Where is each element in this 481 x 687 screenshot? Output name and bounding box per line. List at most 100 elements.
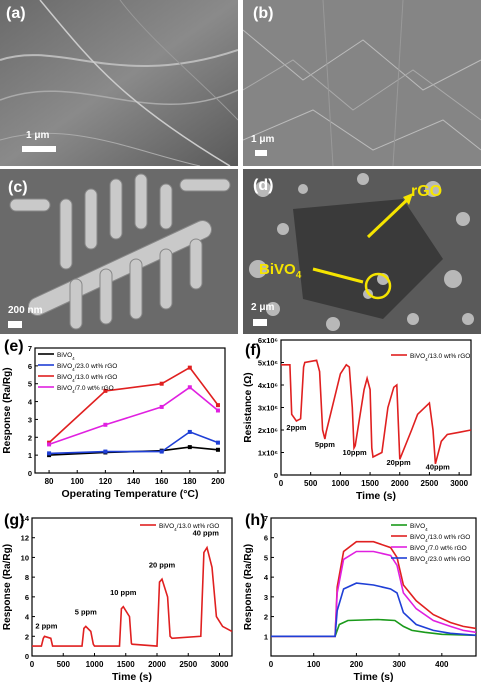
peak-annotation: 5 ppm bbox=[75, 608, 97, 617]
legend-entry: BiVO4/13.0 wt% rGO bbox=[159, 523, 219, 532]
panel-label: (e) bbox=[4, 338, 24, 355]
series-line bbox=[32, 545, 233, 647]
y-axis-label: Response (Ra/Rg) bbox=[2, 544, 13, 630]
x-tick-label: 180 bbox=[183, 477, 197, 486]
y-tick-label: 4 bbox=[28, 398, 33, 407]
arrow-rgo bbox=[366, 197, 410, 239]
scale-bar-label: 200 nm bbox=[8, 305, 43, 316]
y-tick-label: 3x10⁶ bbox=[258, 404, 278, 413]
sem-panel-a: (a) 1 μm bbox=[0, 0, 238, 166]
x-axis-label: Time (s) bbox=[356, 490, 396, 502]
y-tick-label: 5 bbox=[264, 553, 268, 562]
x-tick-label: 2500 bbox=[179, 660, 197, 669]
panel-label: (b) bbox=[253, 5, 274, 22]
y-axis-label: Response (Ra/Rg) bbox=[243, 544, 254, 630]
legend-entry: BiVO4/13.0 wt% rGO bbox=[57, 374, 117, 383]
data-point bbox=[187, 385, 192, 390]
data-point bbox=[187, 429, 192, 434]
legend-entry: BiVO4/7.0 wt% rGO bbox=[57, 385, 114, 394]
panel-label: (c) bbox=[8, 179, 28, 196]
plot-frame bbox=[34, 347, 226, 474]
x-tick-label: 160 bbox=[155, 477, 169, 486]
annotation-rgo: rGO bbox=[411, 183, 443, 200]
legend-entry: BiVO4 bbox=[57, 352, 75, 361]
x-tick-label: 0 bbox=[279, 479, 284, 488]
legend-entry: BiVO4/13.0 wt% rGO bbox=[410, 353, 470, 362]
x-tick-label: 0 bbox=[269, 660, 274, 669]
chart-panel-g: (g) 0 500 1000 1500 2000 2500 3000 0 2 4 6 8 10 12 14 T… bbox=[0, 510, 240, 687]
y-tick-label: 14 bbox=[21, 514, 30, 523]
y-tick-label: 7 bbox=[264, 514, 268, 523]
arrow-bivo4 bbox=[312, 267, 364, 284]
scale-bar-label: 2 μm bbox=[251, 302, 275, 313]
series-line bbox=[271, 618, 477, 638]
data-point bbox=[103, 388, 108, 393]
series-line bbox=[48, 386, 219, 446]
series-line bbox=[271, 550, 477, 638]
scale-bar bbox=[8, 321, 22, 328]
peak-annotation: 40ppm bbox=[426, 462, 451, 471]
sem-image-c bbox=[0, 169, 238, 334]
x-tick-label: 1500 bbox=[117, 660, 135, 669]
y-tick-label: 1 bbox=[28, 451, 32, 460]
peak-annotation: 20 ppm bbox=[149, 560, 176, 569]
panel-label: (g) bbox=[4, 512, 25, 529]
y-tick-label: 10 bbox=[21, 553, 29, 562]
y-tick-label: 7 bbox=[28, 344, 32, 353]
peak-annotation: 10 ppm bbox=[110, 588, 137, 597]
data-point bbox=[47, 451, 52, 456]
x-tick-label: 200 bbox=[350, 660, 364, 669]
x-tick-label: 1000 bbox=[86, 660, 104, 669]
peak-annotation: 40 ppm bbox=[193, 529, 220, 538]
y-tick-label: 3 bbox=[264, 593, 268, 602]
series-line bbox=[271, 582, 477, 638]
sem-panel-b: (b) 1 μm bbox=[243, 0, 481, 166]
y-tick-label: 6x10⁶ bbox=[258, 336, 278, 345]
y-tick-label: 5 bbox=[28, 380, 32, 389]
plot-frame bbox=[31, 517, 233, 657]
y-tick-label: 0 bbox=[274, 471, 278, 480]
chart-h: 0 100 200 300 400 1 2 3 4 5 6 7 Time (s) Response (Ra… bbox=[243, 514, 477, 683]
data-point bbox=[47, 442, 52, 447]
x-tick-label: 3000 bbox=[211, 660, 229, 669]
y-tick-label: 6 bbox=[264, 534, 268, 543]
legend-entry: BiVO4/23.0 wt% rGO bbox=[410, 556, 470, 565]
x-tick-label: 1000 bbox=[331, 479, 349, 488]
x-tick-label: 1500 bbox=[361, 479, 379, 488]
y-tick-label: 6 bbox=[25, 593, 29, 602]
annotation-bivo4: BiVO4 bbox=[259, 261, 302, 281]
chart-panel-e: (e) 80 100 120 140 160 180 200 0 1 2 3 4 5 6 7 Operatin… bbox=[0, 336, 240, 508]
data-point bbox=[215, 408, 220, 413]
x-tick-label: 140 bbox=[127, 477, 141, 486]
chart-e: 80 100 120 140 160 180 200 0 1 2 3 4 5 6 7 Operating Te… bbox=[2, 344, 226, 500]
y-tick-label: 5x10⁶ bbox=[258, 359, 278, 368]
data-point bbox=[159, 381, 164, 386]
x-tick-label: 80 bbox=[45, 477, 54, 486]
y-tick-label: 6 bbox=[28, 362, 32, 371]
x-tick-label: 100 bbox=[71, 477, 85, 486]
y-tick-label: 1x10⁶ bbox=[258, 449, 278, 458]
chart-panel-h: (h) 0 100 200 300 400 1 2 3 4 5 6 7 Time (s) Response… bbox=[241, 510, 481, 687]
y-tick-label: 12 bbox=[21, 534, 29, 543]
panel-label: (a) bbox=[6, 5, 26, 22]
data-point bbox=[159, 449, 164, 454]
x-tick-label: 500 bbox=[304, 479, 318, 488]
y-tick-label: 2 bbox=[25, 632, 29, 641]
x-tick-label: 500 bbox=[57, 660, 71, 669]
x-tick-label: 2500 bbox=[421, 479, 439, 488]
data-point bbox=[103, 449, 108, 454]
peak-annotation: 2 ppm bbox=[35, 621, 57, 630]
peak-annotation: 5ppm bbox=[315, 440, 335, 449]
y-tick-label: 2 bbox=[28, 433, 32, 442]
y-tick-label: 0 bbox=[28, 469, 32, 478]
plot-frame bbox=[270, 517, 477, 657]
y-axis-label: Response (Ra/Rg) bbox=[2, 367, 13, 453]
x-tick-label: 2000 bbox=[391, 479, 409, 488]
sem-image-d bbox=[243, 169, 481, 334]
y-axis-label: Resistance (Ω) bbox=[243, 372, 254, 442]
x-axis-label: Time (s) bbox=[112, 671, 152, 683]
series-line bbox=[281, 359, 472, 465]
scale-bar bbox=[22, 146, 56, 152]
panel-label: (h) bbox=[245, 512, 266, 529]
y-tick-label: 8 bbox=[25, 573, 29, 582]
